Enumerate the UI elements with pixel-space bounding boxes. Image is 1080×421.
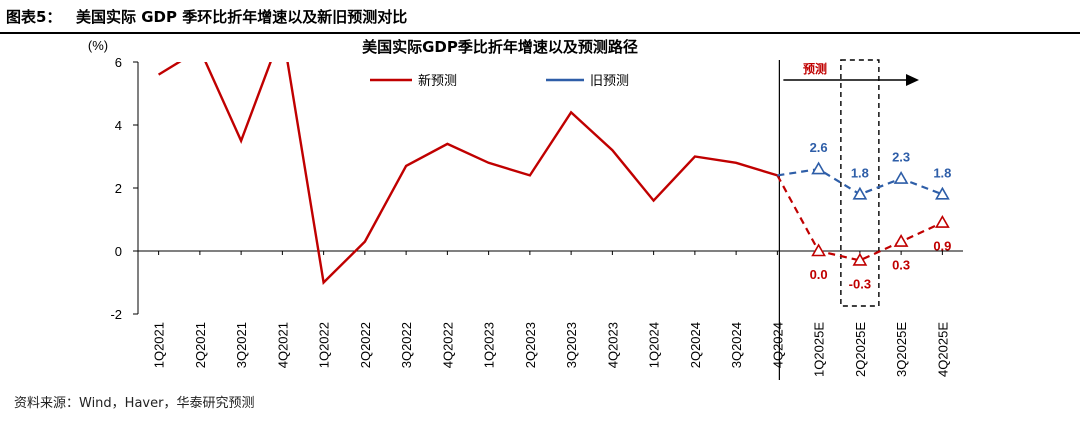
data-labels: 2.6 1.8 2.3 1.8 0.0 -0.3 0.3 0.9 — [810, 140, 952, 291]
x-tick-label: 1Q2023 — [482, 322, 497, 368]
x-tick-label: 3Q2023 — [564, 322, 579, 368]
x-tick-label: 1Q2022 — [317, 322, 332, 368]
new-forecast-value-label: 0.9 — [933, 239, 951, 254]
chart-title: 美国实际GDP季比折年增速以及预测路径 — [362, 38, 638, 56]
y-tick-label: 4 — [115, 118, 122, 133]
old-forecast-marker — [893, 170, 909, 184]
x-tick-label: 2Q2022 — [358, 322, 373, 368]
x-tick-label: 1Q2025E — [812, 322, 827, 377]
x-tick-label: 1Q2021 — [152, 322, 167, 368]
x-tick-label: 2Q2025E — [853, 322, 868, 377]
series-group — [157, 62, 950, 285]
y-tick-label: 0 — [115, 244, 122, 259]
new-forecast-marker — [852, 252, 868, 266]
new-forecast-marker — [811, 243, 826, 257]
forecast-label: 预测 — [803, 61, 827, 76]
forecast-arrow-head — [906, 74, 919, 86]
new-forecast-marker — [935, 214, 950, 228]
x-tick-label: 4Q2024 — [770, 322, 785, 368]
y-axis-unit: (%) — [88, 38, 108, 53]
x-tick-label: 2Q2021 — [193, 322, 208, 368]
legend: 新预测 旧预测 — [370, 73, 629, 88]
x-tick-label: 4Q2023 — [605, 322, 620, 368]
legend-new-label: 新预测 — [418, 73, 457, 88]
x-tick-label: 4Q2021 — [275, 322, 290, 368]
new-forecast-value-label: -0.3 — [849, 276, 871, 291]
x-tick-label: 1Q2024 — [647, 322, 662, 368]
highlight-box-2q2025 — [840, 59, 880, 307]
figure-header: 图表5： 美国实际 GDP 季环比折年增速以及新旧预测对比 — [0, 0, 1080, 34]
figure-title: 美国实际 GDP 季环比折年增速以及新旧预测对比 — [76, 8, 408, 26]
y-tick-label: 2 — [115, 181, 122, 196]
x-tick-label: 3Q2022 — [399, 322, 414, 368]
forecast-annotation: 预测 — [778, 59, 919, 380]
new-forecast-marker — [893, 233, 909, 247]
y-tick-label: 6 — [115, 55, 122, 70]
legend-old-label: 旧预测 — [590, 73, 629, 88]
x-tick-label: 3Q2025E — [894, 322, 909, 377]
new-forecast-actual-line — [157, 62, 778, 285]
axes: -2 0 2 4 6 1Q2021 2Q2021 3Q2021 4Q2021 1Q2022 2Q20… — [110, 55, 963, 377]
old-forecast-marker — [935, 186, 950, 200]
new-forecast-value-label: 0.0 — [810, 267, 828, 282]
figure-label: 图表5： — [6, 8, 62, 26]
x-tick-label: 4Q2025E — [935, 322, 950, 377]
old-forecast-value-label: 1.8 — [933, 165, 951, 180]
x-tick-label: 3Q2024 — [729, 322, 744, 368]
new-forecast-value-label: 0.3 — [892, 258, 910, 273]
source-note: 资料来源：Wind，Haver，华泰研究预测 — [14, 396, 255, 411]
old-forecast-value-label: 2.6 — [810, 140, 828, 155]
old-forecast-marker — [852, 186, 868, 200]
x-tick-label: 2Q2023 — [523, 322, 538, 368]
x-tick-label: 2Q2024 — [688, 322, 703, 368]
old-forecast-value-label: 2.3 — [892, 150, 910, 165]
x-tick-label: 3Q2021 — [234, 322, 249, 368]
x-tick-label: 4Q2022 — [440, 322, 455, 368]
old-forecast-marker — [811, 161, 826, 175]
y-tick-label: -2 — [110, 307, 122, 322]
old-forecast-value-label: 1.8 — [851, 165, 869, 180]
